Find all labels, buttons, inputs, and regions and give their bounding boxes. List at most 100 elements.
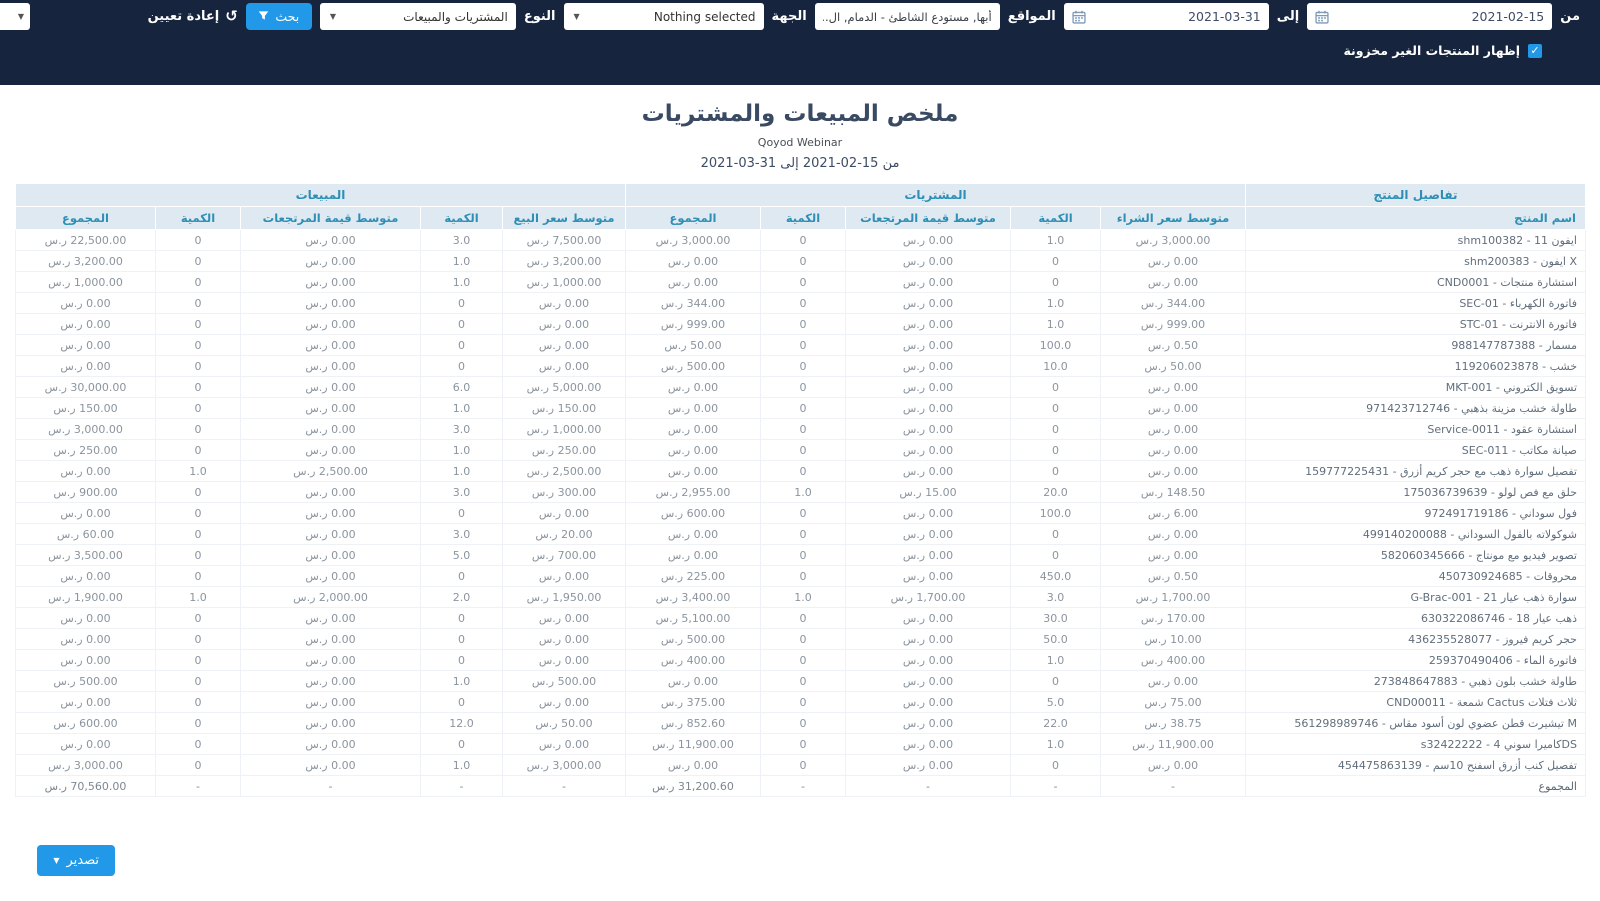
- table-row: STC-01 - فاتورة الانترنت 999.00 ر.س 1.0 0.0…: [15, 313, 1586, 335]
- value-cell: 3,400.00 ر.س: [625, 586, 761, 608]
- from-date-input[interactable]: 2021-02-15: [1307, 3, 1553, 30]
- value-cell: 0.00 ر.س: [1100, 754, 1246, 776]
- table-row: Service-0011 - استشارة عقود 0.00 ر.س 0 0.00…: [15, 418, 1586, 440]
- value-cell: 1,000.00 ر.س: [502, 418, 626, 440]
- value-cell: 15.00 ر.س: [845, 481, 1011, 503]
- product-name-cell: 436235528077 - حجر كريم فيروز: [1245, 628, 1586, 650]
- value-cell: 50.00 ر.س: [1100, 355, 1246, 377]
- report-date-range: من 15-02-2021 إلى 31-03-2021: [700, 156, 900, 171]
- value-cell: 3.0: [1010, 586, 1101, 608]
- value-cell: 0.00 ر.س: [845, 754, 1011, 776]
- value-cell: 70,560.00 ر.س: [15, 775, 156, 797]
- value-cell: 500.00 ر.س: [625, 355, 761, 377]
- value-cell: 0: [155, 649, 241, 671]
- value-cell: 11,900.00 ر.س: [625, 733, 761, 755]
- value-cell: 0: [1010, 460, 1101, 482]
- value-cell: 0: [155, 250, 241, 272]
- entity-label: الجهة: [771, 9, 807, 24]
- entity-select[interactable]: Nothing selected ▼: [563, 3, 764, 30]
- value-cell: 0: [760, 229, 846, 251]
- value-cell: 0: [155, 544, 241, 566]
- value-cell: 0: [1010, 250, 1101, 272]
- value-cell: 250.00 ر.س: [502, 439, 626, 461]
- value-cell: 0.00 ر.س: [240, 439, 421, 461]
- value-cell: 148.50 ر.س: [1100, 481, 1246, 503]
- value-cell: 0: [155, 418, 241, 440]
- value-cell: 344.00 ر.س: [1100, 292, 1246, 314]
- value-cell: 3,000.00 ر.س: [15, 418, 156, 440]
- to-date-input[interactable]: 2021-03-31: [1063, 3, 1269, 30]
- table-row: 273848647883 - طاولة خشب بلون ذهبي 0.00 ر…: [15, 670, 1586, 692]
- show-unstocked-row: ✓ إظهار المنتجات الغير مخزونة: [0, 43, 1542, 58]
- value-cell: 0.00 ر.س: [502, 691, 626, 713]
- export-button[interactable]: تصدير ▼: [37, 845, 115, 876]
- value-cell: 900.00 ر.س: [15, 481, 156, 503]
- value-cell: 0: [760, 691, 846, 713]
- value-cell: 250.00 ر.س: [15, 439, 156, 461]
- product-name-cell: 175036739639 - حلق مع فص لولو: [1245, 481, 1586, 503]
- value-cell: 0: [760, 271, 846, 293]
- value-cell: 1.0: [420, 670, 503, 692]
- value-cell: 150.00 ر.س: [15, 397, 156, 419]
- value-cell: 1.0: [420, 439, 503, 461]
- product-name-cell: 582060345666 - تصوير فيديو مع مونتاج: [1245, 544, 1586, 566]
- show-unstocked-checkbox[interactable]: ✓: [1528, 43, 1542, 58]
- reset-button[interactable]: ↺ إعادة تعيين: [148, 9, 238, 25]
- search-button[interactable]: بحث: [245, 3, 312, 30]
- col-sale-qty: الكمية: [420, 206, 503, 230]
- value-cell: 0: [155, 712, 241, 734]
- value-cell: 0.00 ر.س: [240, 502, 421, 524]
- value-cell: 10.0: [1010, 355, 1101, 377]
- value-cell: 0.00 ر.س: [845, 376, 1011, 398]
- value-cell: 0: [420, 607, 503, 629]
- calendar-icon[interactable]: [1315, 10, 1329, 24]
- value-cell: 0.00 ر.س: [240, 754, 421, 776]
- table-body: shm100382 - ايفون 11 3,000.00 ر.س 1.0 0.00 …: [15, 229, 1586, 797]
- calendar-icon[interactable]: [1072, 10, 1086, 24]
- value-cell: 0.00 ر.س: [625, 544, 761, 566]
- value-cell: 0.00 ر.س: [845, 439, 1011, 461]
- product-name-cell: 119206023878 - خشب: [1245, 355, 1586, 377]
- value-cell: 1.0: [420, 271, 503, 293]
- value-cell: 0.00 ر.س: [15, 292, 156, 314]
- value-cell: 0.00 ر.س: [240, 313, 421, 335]
- product-name-cell: 259370490406 - فاتورة الماء: [1245, 649, 1586, 671]
- product-name-cell: 988147787388 - مسمار: [1245, 334, 1586, 356]
- value-cell: 0.00 ر.س: [240, 523, 421, 545]
- value-cell: 1.0: [1010, 292, 1101, 314]
- value-cell: 100.0: [1010, 502, 1101, 524]
- value-cell: 3.0: [420, 229, 503, 251]
- value-cell: 0.00 ر.س: [625, 397, 761, 419]
- value-cell: 300.00 ر.س: [502, 481, 626, 503]
- col-purchase-avg-price: متوسط سعر الشراء: [1100, 206, 1246, 230]
- value-cell: 2,000.00 ر.س: [240, 586, 421, 608]
- entity-value: Nothing selected: [653, 9, 756, 24]
- value-cell: -: [240, 775, 421, 797]
- value-cell: 60.00 ر.س: [15, 523, 156, 545]
- table-row: 561298989746 - تيشيرت قطن عضوي لون أسود …: [15, 712, 1586, 734]
- product-name-cell: 454475863139 - تفصيل كنب أزرق اسفنح 10سم: [1245, 754, 1586, 776]
- type-select[interactable]: المشتريات والمبيعات ▼: [319, 3, 516, 30]
- col-sale-returns: متوسط قيمة المرتجعات: [240, 206, 421, 230]
- value-cell: 170.00 ر.س: [1100, 607, 1246, 629]
- value-cell: 0.00 ر.س: [502, 292, 626, 314]
- value-cell: 100.0: [1010, 334, 1101, 356]
- search-button-label: بحث: [275, 9, 300, 24]
- locations-input[interactable]: أبها, مستودع الشاطئ - الدمام, ال...: [814, 3, 1000, 30]
- value-cell: 0: [760, 670, 846, 692]
- value-cell: 600.00 ر.س: [625, 502, 761, 524]
- group-product-details: تفاصيل المنتج: [1245, 183, 1586, 207]
- value-cell: 0: [420, 334, 503, 356]
- value-cell: 0.00 ر.س: [845, 355, 1011, 377]
- value-cell: 500.00 ر.س: [502, 670, 626, 692]
- value-cell: 3,200.00 ر.س: [15, 250, 156, 272]
- value-cell: 0: [760, 733, 846, 755]
- value-cell: 31,200.60 ر.س: [625, 775, 761, 797]
- table-row: 159777225431 - تفصيل سوارة ذهب مع حجر كر…: [15, 460, 1586, 482]
- clipped-select[interactable]: ▼: [0, 3, 30, 30]
- value-cell: 0: [1010, 439, 1101, 461]
- value-cell: 0.00 ر.س: [240, 670, 421, 692]
- value-cell: 0: [155, 502, 241, 524]
- product-name-cell: 972491719186 - فول سوداني: [1245, 502, 1586, 524]
- value-cell: 0.00 ر.س: [15, 565, 156, 587]
